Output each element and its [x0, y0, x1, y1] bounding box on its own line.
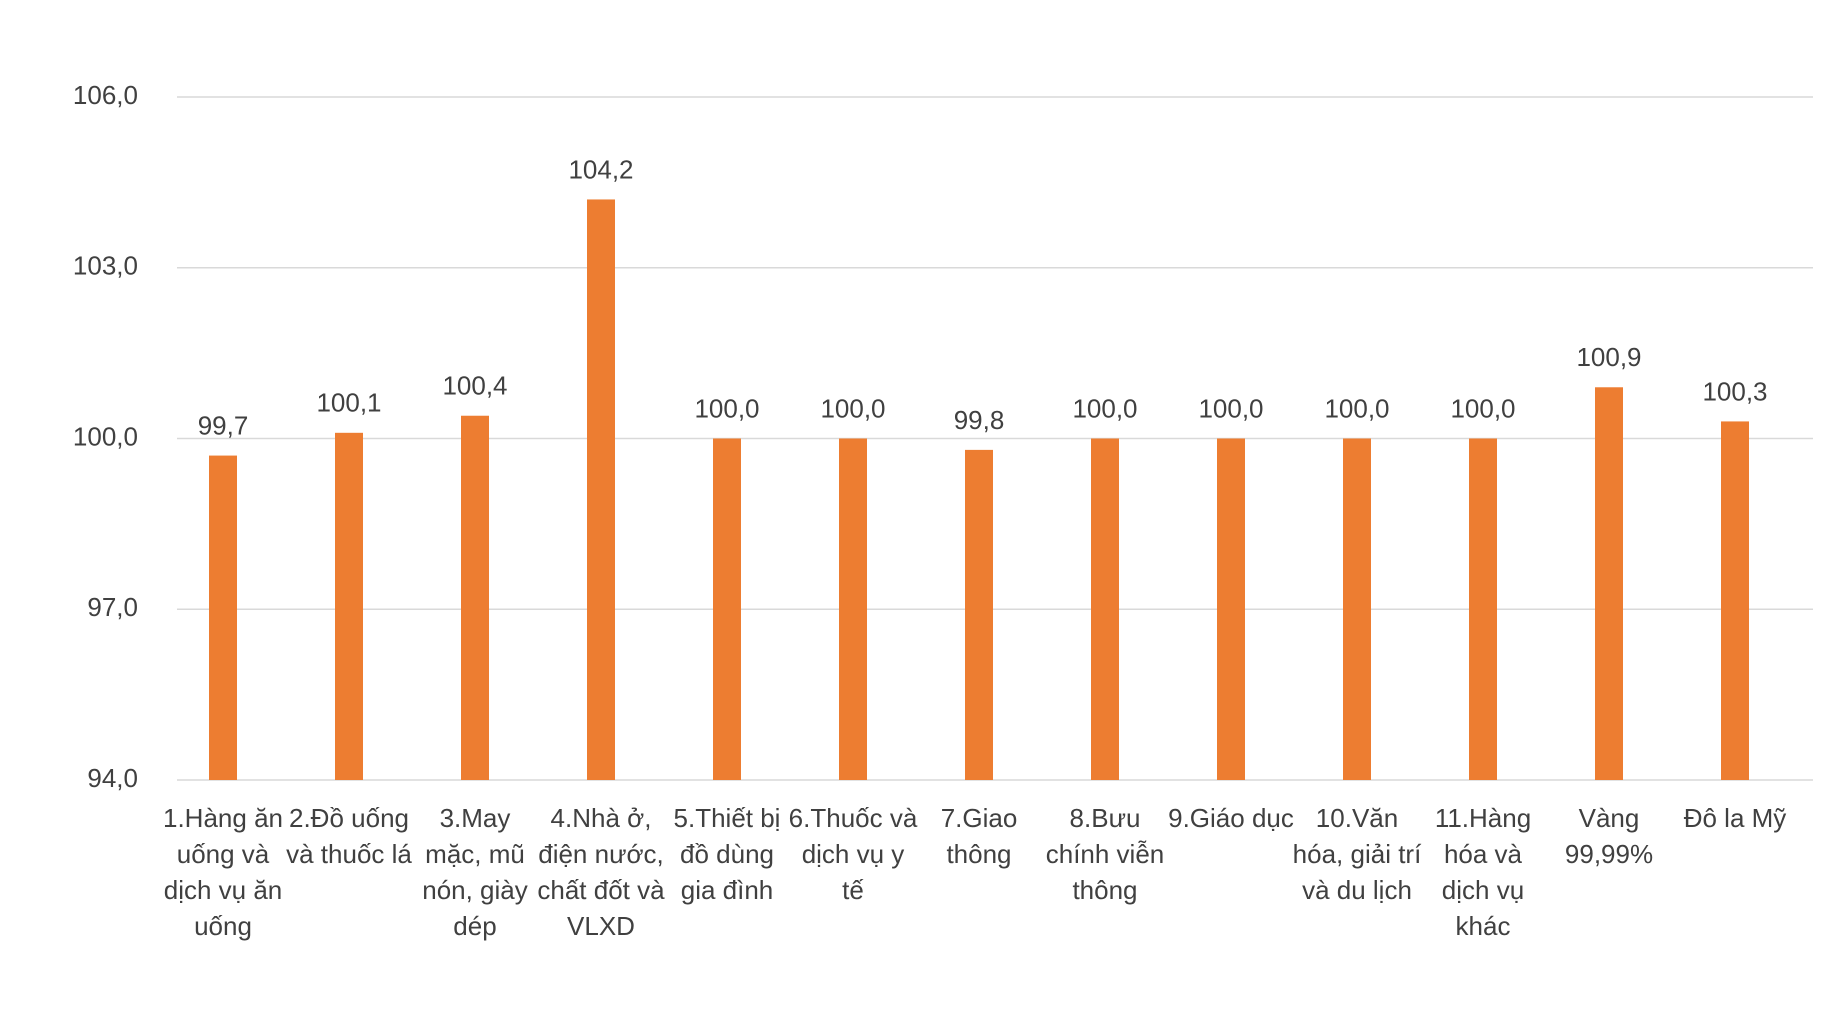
value-label: 100,0: [1198, 393, 1263, 423]
y-tick-label: 100,0: [73, 421, 138, 451]
x-tick-label: Đô la Mỹ: [1683, 803, 1787, 833]
value-label: 99,7: [198, 410, 249, 440]
x-tick-label: 10.Văn hóa, giải trí và du lịch: [1292, 803, 1422, 905]
bar: [461, 415, 489, 780]
value-label: 100,0: [820, 393, 885, 423]
value-label: 100,9: [1576, 342, 1641, 372]
x-tick-label: 7.Giao thông: [940, 803, 1018, 869]
bar: [965, 449, 993, 780]
value-label: 99,8: [954, 405, 1005, 435]
value-label: 100,3: [1702, 376, 1767, 406]
y-tick-label: 97,0: [87, 592, 138, 622]
y-tick-label: 94,0: [87, 763, 138, 793]
value-label: 100,0: [694, 393, 759, 423]
x-tick-label: 1.Hàng ăn uống và dịch vụ ăn uống: [163, 803, 283, 941]
bar: [1721, 421, 1749, 780]
value-label: 100,0: [1324, 393, 1389, 423]
x-tick-label: 3.May mặc, mũ nón, giày dép: [422, 803, 528, 941]
bar: [1091, 438, 1119, 780]
bar: [1469, 438, 1497, 780]
value-label: 104,2: [568, 154, 633, 184]
x-tick-label: 4.Nhà ở, điện nước, chất đốt và VLXD: [537, 803, 665, 941]
y-tick-label: 103,0: [73, 251, 138, 281]
x-tick-label: 9.Giáo dục: [1168, 803, 1294, 833]
bar: [209, 455, 237, 780]
value-label: 100,0: [1072, 393, 1137, 423]
bar: [1595, 387, 1623, 780]
bar: [839, 438, 867, 780]
x-tick-label: 8.Bưu chính viễn thông: [1045, 803, 1165, 905]
y-tick-label: 106,0: [73, 80, 138, 110]
x-tick-label: 6.Thuốc và dịch vụ y tế: [788, 803, 918, 905]
x-tick-label: Vàng 99,99%: [1564, 803, 1654, 869]
bar: [335, 432, 363, 780]
value-label: 100,1: [316, 388, 381, 418]
value-label: 100,0: [1450, 393, 1515, 423]
bar: [1343, 438, 1371, 780]
bar: [1217, 438, 1245, 780]
x-tick-label: 5.Thiết bị đồ dùng gia đình: [673, 803, 781, 905]
value-label: 100,4: [442, 371, 507, 401]
bar: [713, 438, 741, 780]
bar: [587, 199, 615, 780]
x-tick-label: 11.Hàng hóa và dịch vụ khác: [1434, 803, 1532, 941]
x-tick-label: 2.Đồ uống và thuốc lá: [286, 803, 412, 869]
